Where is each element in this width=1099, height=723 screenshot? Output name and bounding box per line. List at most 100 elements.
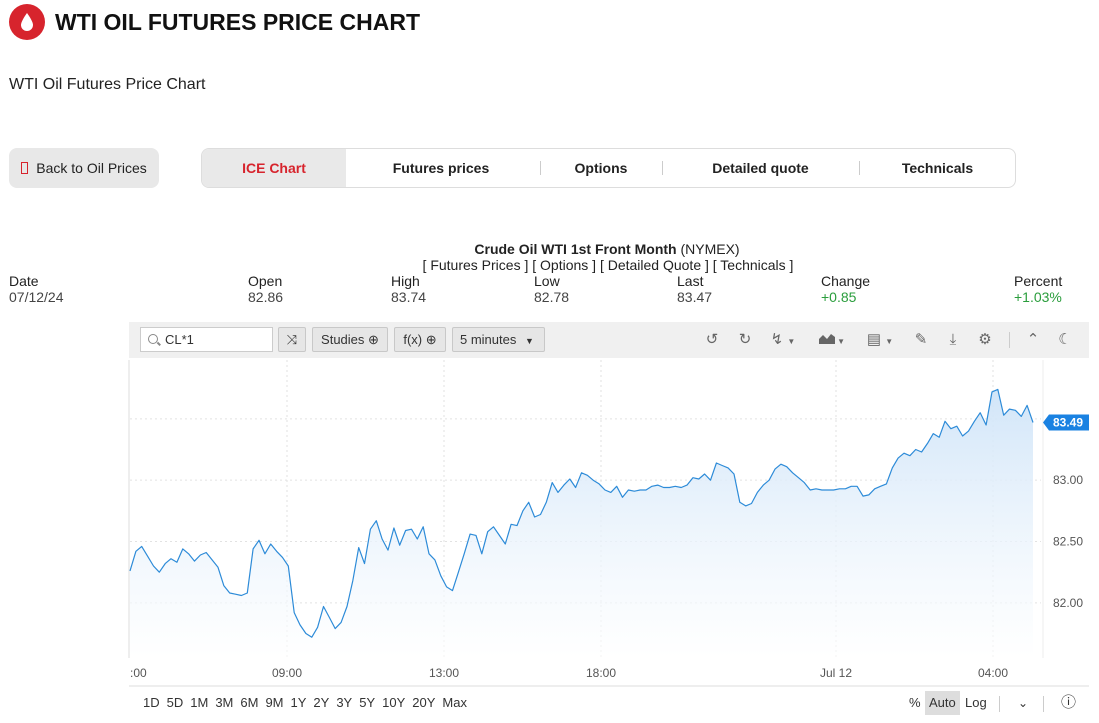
- quote-change: Change +0.85: [821, 273, 870, 305]
- quote-value: 83.47: [677, 289, 713, 305]
- shuffle-icon: ⤨: [286, 332, 298, 347]
- auto-scale-button[interactable]: Auto: [925, 691, 960, 715]
- quote-value: 82.78: [534, 289, 570, 305]
- symbol-search-input[interactable]: CL*1: [140, 327, 273, 352]
- x-tick-label: 18:00: [586, 666, 616, 680]
- quote-label: Date: [9, 273, 39, 289]
- tab-detailed-quote[interactable]: Detailed quote: [712, 160, 809, 176]
- x-tick-label: 09:00: [272, 666, 302, 680]
- page-title: WTI OIL FUTURES PRICE CHART: [55, 9, 421, 35]
- range-button-9m[interactable]: 9M: [265, 695, 284, 710]
- quote-date: Date 07/12/24: [9, 273, 64, 305]
- range-button-1m[interactable]: 1M: [190, 695, 209, 710]
- tab-futures-prices[interactable]: Futures prices: [392, 160, 490, 176]
- oil-drop-icon: [21, 13, 33, 31]
- quote-high: High 83.74: [391, 273, 426, 305]
- range-selector: 1D 5D 1M 3M 6M 9M 1Y 2Y 3Y 5Y 10Y 20Y Max: [143, 695, 474, 710]
- tab-divider: [540, 161, 541, 175]
- range-button-3y[interactable]: 3Y: [336, 695, 353, 710]
- layout-icon[interactable]: ▤ ▼: [866, 331, 894, 348]
- range-button-2y[interactable]: 2Y: [313, 695, 330, 710]
- x-tick-label: 13:00: [429, 666, 459, 680]
- range-button-1d[interactable]: 1D: [143, 695, 160, 710]
- series-area: [130, 389, 1033, 658]
- quote-label: Percent: [1014, 273, 1063, 289]
- quote-low: Low 82.78: [534, 273, 569, 305]
- plus-circle-icon: ⊕: [425, 332, 437, 347]
- quote-percent: Percent +1.03%: [1014, 273, 1062, 305]
- studies-label: Studies: [321, 332, 365, 347]
- redo-icon[interactable]: ↻: [738, 331, 752, 348]
- scale-divider: [1043, 696, 1044, 712]
- back-to-oil-prices-button[interactable]: Back to Oil Prices: [9, 148, 159, 188]
- scale-divider: [999, 696, 1000, 712]
- compare-button[interactable]: ⤨: [278, 327, 306, 352]
- fx-label: f(x): [403, 332, 423, 347]
- collapse-icon[interactable]: ⌃: [1026, 331, 1040, 348]
- settings-icon[interactable]: ⚙: [978, 331, 992, 348]
- dark-mode-icon[interactable]: ☾: [1058, 331, 1072, 348]
- quote-last: Last 83.47: [677, 273, 712, 305]
- y-tick-label: 83.00: [1053, 473, 1083, 487]
- symbol-value: CL*1: [165, 332, 194, 347]
- quote-label: Change: [821, 273, 871, 289]
- brand-logo: [9, 4, 45, 40]
- studies-button[interactable]: Studies ⊕: [312, 327, 388, 352]
- quote-label: Low: [534, 273, 560, 289]
- percent-scale-button[interactable]: %: [909, 695, 921, 710]
- quote-label: High: [391, 273, 420, 289]
- y-tick-label: 82.50: [1053, 534, 1083, 548]
- plus-circle-icon: ⊕: [368, 332, 379, 347]
- range-button-10y[interactable]: 10Y: [382, 695, 406, 710]
- instrument-name: Crude Oil WTI 1st Front Month: [474, 241, 677, 257]
- pencil-icon[interactable]: ✎: [914, 331, 928, 348]
- help-icon[interactable]: ⓘ: [1061, 694, 1077, 711]
- range-button-20y[interactable]: 20Y: [412, 695, 436, 710]
- download-icon[interactable]: ⤓: [949, 331, 957, 348]
- tab-divider: [662, 161, 663, 175]
- range-button-1y[interactable]: 1Y: [290, 695, 307, 710]
- interval-select[interactable]: 5 minutes ▼: [452, 327, 545, 352]
- last-price-label: 83.49: [1053, 416, 1083, 430]
- quote-open: Open 82.86: [248, 273, 283, 305]
- instrument-exchange: (NYMEX): [680, 241, 740, 257]
- log-scale-button[interactable]: Log: [965, 695, 987, 710]
- range-button-5y[interactable]: 5Y: [359, 695, 376, 710]
- page-subtitle: WTI Oil Futures Price Chart: [9, 76, 206, 93]
- chevron-down-icon: ▼: [525, 336, 534, 346]
- lightning-icon[interactable]: ↯ ▼: [770, 331, 796, 348]
- range-button-6m[interactable]: 6M: [240, 695, 259, 710]
- last-price-tag: [1043, 414, 1089, 431]
- range-button-3m[interactable]: 3M: [215, 695, 234, 710]
- quote-value: 83.74: [391, 289, 427, 305]
- series-line: [129, 388, 1034, 638]
- x-tick-label: :00: [130, 666, 147, 680]
- fx-button[interactable]: f(x) ⊕: [394, 327, 446, 352]
- interval-label: 5 minutes: [460, 332, 517, 347]
- quote-value: +0.85: [821, 289, 857, 305]
- range-button-5d[interactable]: 5D: [166, 695, 184, 710]
- scale-controls: % Auto Log ⌄ ⓘ: [905, 691, 1085, 717]
- expand-down-icon[interactable]: ⌄: [1018, 696, 1029, 710]
- chart-tabs: ICE Chart Futures prices Options Detaile…: [201, 148, 1016, 188]
- search-icon: [148, 334, 158, 344]
- quote-value: 82.86: [248, 289, 284, 305]
- quote-value: +1.03%: [1014, 289, 1062, 305]
- quote-value: 07/12/24: [9, 289, 64, 305]
- tab-technicals[interactable]: Technicals: [901, 160, 974, 176]
- range-button-max[interactable]: Max: [442, 695, 467, 710]
- back-icon: [21, 162, 29, 174]
- instrument-links[interactable]: [ Futures Prices ] [ Options ] [ Detaile…: [422, 257, 794, 273]
- tab-ice-chart[interactable]: ICE Chart: [202, 149, 346, 187]
- tab-options[interactable]: Options: [574, 160, 628, 176]
- undo-icon[interactable]: ↺: [705, 331, 719, 348]
- chart-type-icon[interactable]: ▼: [816, 330, 848, 350]
- back-button-label: Back to Oil Prices: [36, 160, 147, 176]
- instrument-title: Crude Oil WTI 1st Front Month (NYMEX): [0, 241, 1099, 257]
- x-tick-label: Jul 12: [820, 666, 852, 680]
- y-tick-label: 82.00: [1053, 596, 1083, 610]
- tab-divider: [859, 161, 860, 175]
- toolbar-divider: [1009, 332, 1010, 348]
- quote-label: Last: [677, 273, 704, 289]
